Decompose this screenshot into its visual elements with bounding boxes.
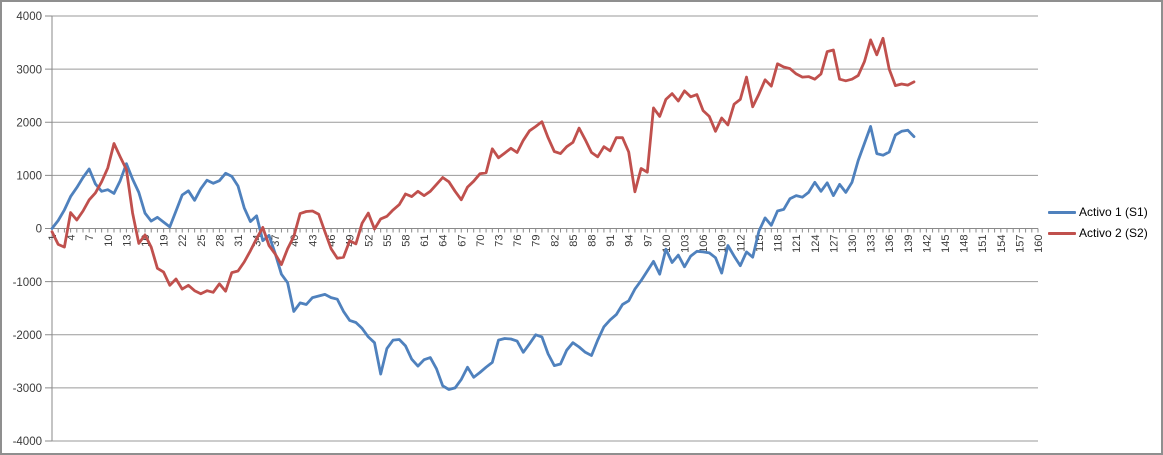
x-axis-tick-label: 70: [475, 235, 487, 247]
x-axis-tick-label: 130: [847, 235, 859, 253]
x-axis-tick-label: 73: [493, 235, 505, 247]
y-axis-tick-label: -1000: [13, 277, 42, 289]
x-axis-tick-label: 31: [233, 235, 245, 247]
x-axis-tick-label: 22: [177, 235, 189, 247]
x-axis-tick-label: 100: [661, 235, 673, 253]
y-axis-tick-label: -2000: [13, 330, 42, 342]
x-axis-tick-label: 1: [47, 235, 59, 241]
x-axis-tick-label: 7: [84, 235, 96, 241]
y-axis-tick-label: 3000: [16, 64, 42, 76]
x-axis-tick-label: 85: [568, 235, 580, 247]
x-axis-tick-label: 25: [196, 235, 208, 247]
y-axis-tick-label: -4000: [13, 436, 42, 448]
x-axis-tick-label: 148: [959, 235, 971, 253]
x-axis-tick-label: 127: [828, 235, 840, 253]
x-axis-tick-label: 109: [717, 235, 729, 253]
x-axis-tick-label: 154: [996, 235, 1008, 253]
x-axis-tick-label: 82: [549, 235, 561, 247]
x-axis-tick-label: 121: [791, 235, 803, 253]
x-axis-tick-label: 139: [903, 235, 915, 253]
x-axis-tick-label: 97: [642, 235, 654, 247]
legend-label-activo2: Activo 2 (S2): [1079, 226, 1148, 240]
x-axis-tick-label: 91: [605, 235, 617, 247]
y-axis-tick-label: 0: [36, 224, 42, 236]
x-axis-tick-label: 13: [121, 235, 133, 247]
x-axis-tick-label: 151: [977, 235, 989, 253]
x-axis-tick-label: 61: [419, 235, 431, 247]
series2-line-swatch: [1048, 231, 1076, 235]
x-axis-tick-label: 79: [531, 235, 543, 247]
x-axis-tick-label: 118: [773, 235, 785, 253]
x-axis-tick-label: 160: [1033, 235, 1045, 253]
series1-line-swatch: [1048, 210, 1076, 214]
legend-item-activo2[interactable]: Activo 2 (S2): [1048, 226, 1148, 240]
x-axis-tick-label: 28: [214, 235, 226, 247]
x-axis-tick-label: 145: [940, 235, 952, 253]
x-axis-tick-label: 19: [159, 235, 171, 247]
y-axis-tick-label: 1000: [16, 171, 42, 183]
x-axis-tick-label: 106: [698, 235, 710, 253]
x-axis-tick-label: 52: [363, 235, 375, 247]
x-axis-tick-label: 10: [103, 235, 115, 247]
legend-label-activo1: Activo 1 (S1): [1079, 205, 1148, 219]
x-axis-tick-label: 142: [921, 235, 933, 253]
series-line-1[interactable]: [50, 125, 916, 391]
x-axis-tick-label: 64: [438, 235, 450, 247]
y-axis-tick-label: -3000: [13, 383, 42, 395]
legend: Activo 1 (S1) Activo 2 (S2): [1048, 205, 1148, 240]
x-axis-tick-label: 4: [66, 235, 78, 241]
x-axis-tick-label: 43: [307, 235, 319, 247]
series-line-2[interactable]: [50, 36, 916, 296]
y-axis-tick-label: 4000: [16, 11, 42, 23]
x-axis-tick-label: 76: [512, 235, 524, 247]
x-axis-tick-label: 67: [456, 235, 468, 247]
x-axis-tick-label: 112: [735, 235, 747, 253]
y-axis-tick-label: 2000: [16, 117, 42, 129]
x-axis-tick-label: 88: [587, 235, 599, 247]
legend-item-activo1[interactable]: Activo 1 (S1): [1048, 205, 1148, 219]
x-axis-tick-label: 124: [810, 235, 822, 253]
x-axis-tick-label: 55: [382, 235, 394, 247]
x-axis-tick-label: 136: [884, 235, 896, 253]
x-axis-tick-label: 94: [624, 235, 636, 247]
x-axis-tick-label: 103: [680, 235, 692, 253]
x-axis-tick-label: 133: [866, 235, 878, 253]
x-axis-tick-label: 58: [400, 235, 412, 247]
x-axis-tick-label: 157: [1014, 235, 1026, 253]
